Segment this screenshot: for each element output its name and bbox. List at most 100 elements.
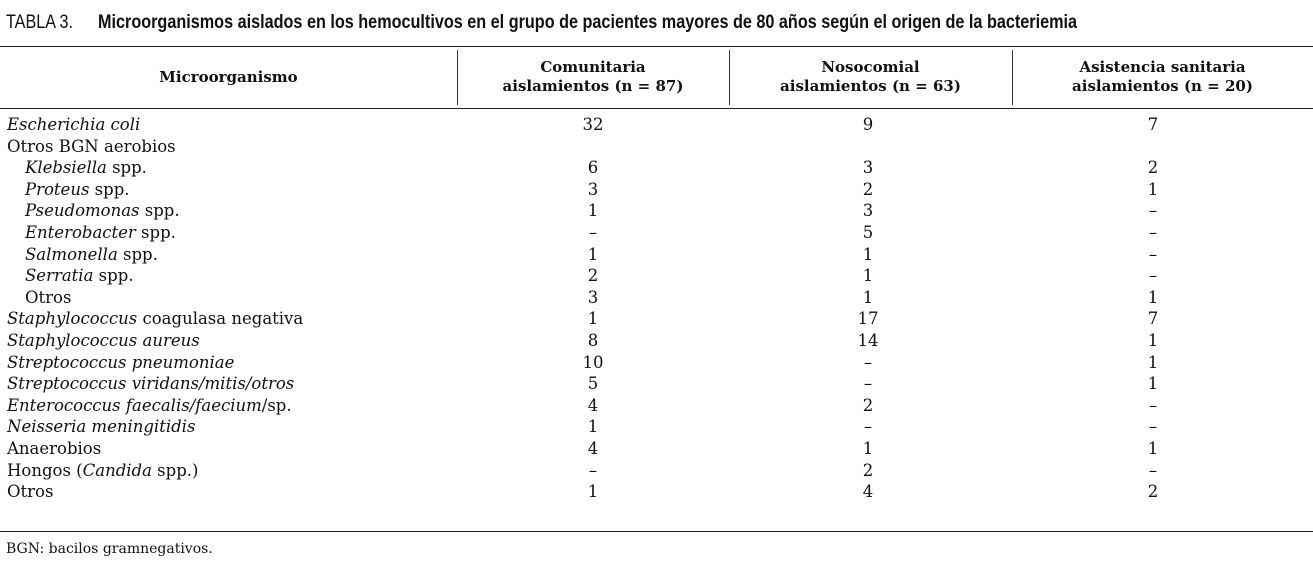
row-label: Streptococcus viridans/mitis/otros [7, 374, 294, 394]
row-label: Otros BGN aerobios [7, 137, 176, 157]
value-cell: 1 [587, 244, 599, 264]
value-cell: 1 [862, 287, 874, 307]
label-part: Hongos ( [7, 460, 83, 480]
value-cell: 3 [587, 287, 599, 307]
label-part: Klebsiella [25, 158, 107, 178]
value-cell: – [1148, 417, 1158, 437]
value-cell: 7 [1147, 115, 1159, 134]
row-label: Otros [25, 288, 71, 308]
row-label: Pseudomonas spp. [25, 201, 180, 221]
header-cell: Comunitaria aislamientos (n = 87) [457, 58, 729, 96]
value-cell: 1 [587, 482, 599, 502]
row-label: Staphylococcus coagulasa negativa [7, 309, 303, 329]
header-line: aislamientos (n = 63) [780, 77, 961, 95]
value-cell: 2 [862, 179, 874, 199]
header-line: Asistencia sanitaria [1079, 58, 1246, 76]
value-cell: 9 [862, 115, 874, 134]
label-part: spp. [135, 223, 176, 242]
label-part: Otros [7, 482, 54, 502]
label-part: spp. [106, 158, 147, 178]
value-cell: 2 [587, 266, 599, 286]
label-part: coagulasa negativa [137, 309, 304, 329]
label-part: Serratia [25, 266, 94, 286]
row-label: Otros [7, 482, 53, 502]
value-cell: 3 [862, 201, 874, 221]
value-cell: 1 [1147, 331, 1159, 350]
label-part: Pseudomonas [25, 201, 140, 221]
value-cell: 32 [582, 115, 604, 134]
row-label: Streptococcus pneumoniae [7, 353, 234, 373]
label-part: Staphylococcus aureus [7, 331, 200, 350]
label-part: spp.) [151, 460, 199, 480]
label-part: Otros BGN aerobios [7, 136, 176, 156]
label-part: spp. [89, 179, 130, 199]
label-part: Streptococcus viridans/mitis/otros [7, 374, 295, 394]
value-cell: – [1148, 266, 1158, 286]
value-cell: 1 [587, 201, 599, 221]
row-label: Neisseria meningitidis [7, 417, 195, 437]
row-label: Hongos (Candida spp.) [7, 461, 198, 481]
value-cell: 2 [862, 460, 874, 480]
label-part: Escherichia coli [7, 115, 141, 134]
value-cell: – [1148, 395, 1158, 415]
value-cell: 1 [862, 244, 874, 264]
value-cell: 10 [582, 352, 604, 372]
value-cell: 4 [862, 482, 874, 502]
value-cell: 1 [862, 266, 874, 286]
label-part: Proteus [25, 179, 90, 199]
value-cell: 3 [587, 179, 599, 199]
value-cell: 2 [1147, 482, 1159, 502]
value-cell: 1 [1147, 179, 1159, 199]
value-cell: 14 [857, 331, 879, 350]
value-cell: – [863, 352, 873, 372]
column-separator [1012, 50, 1013, 105]
value-cell: – [863, 417, 873, 437]
label-part: Enterococcus faecalis/faecium [7, 395, 262, 415]
value-cell: 6 [587, 158, 599, 178]
row-label: Proteus spp. [25, 180, 130, 200]
footnote: BGN: bacilos gramnegativos. [6, 541, 213, 557]
value-cell: 4 [587, 395, 599, 415]
value-cell: – [1148, 244, 1158, 264]
value-cell: – [588, 223, 598, 242]
label-part: Candida [82, 460, 152, 480]
row-label: Klebsiella spp. [25, 158, 147, 178]
value-cell: 2 [862, 395, 874, 415]
label-part: Streptococcus pneumoniae [7, 352, 235, 372]
bottom-rule [0, 531, 1313, 532]
header-line: Comunitaria [540, 58, 646, 76]
row-label: Anaerobios [7, 439, 101, 459]
header-line: aislamientos (n = 20) [1072, 77, 1253, 95]
value-cell: – [1148, 223, 1158, 242]
value-cell: 5 [587, 374, 599, 394]
value-cell: 1 [587, 417, 599, 437]
row-label: Enterobacter spp. [25, 223, 176, 243]
label-part: Anaerobios [7, 439, 102, 458]
value-cell: 17 [857, 309, 879, 329]
value-cell: 5 [862, 223, 874, 242]
row-label: Enterococcus faecalis/faecium/sp. [7, 396, 292, 416]
header-line: Nosocomial [821, 58, 920, 76]
label-part: spp. [93, 266, 134, 286]
caption-label: TABLA 3. [6, 12, 74, 33]
value-cell: 1 [1147, 374, 1159, 394]
header-cell: Microorganismo [0, 68, 457, 87]
row-label: Staphylococcus aureus [7, 331, 200, 351]
value-cell: – [863, 374, 873, 394]
value-cell: 1 [1147, 439, 1159, 458]
label-part: Staphylococcus [7, 309, 138, 329]
label-part: Salmonella [25, 244, 118, 264]
value-cell: – [1148, 201, 1158, 221]
label-part: spp. [139, 201, 180, 221]
value-cell: 1 [1147, 287, 1159, 307]
value-cell: 1 [587, 309, 599, 329]
value-cell: – [588, 460, 598, 480]
value-cell: 7 [1147, 309, 1159, 329]
value-cell: – [1148, 460, 1158, 480]
label-part: Enterobacter [25, 223, 136, 242]
value-cell: 8 [587, 331, 599, 350]
value-cell: 4 [587, 439, 599, 458]
row-label: Escherichia coli [7, 115, 140, 135]
row-label: Serratia spp. [25, 266, 134, 286]
